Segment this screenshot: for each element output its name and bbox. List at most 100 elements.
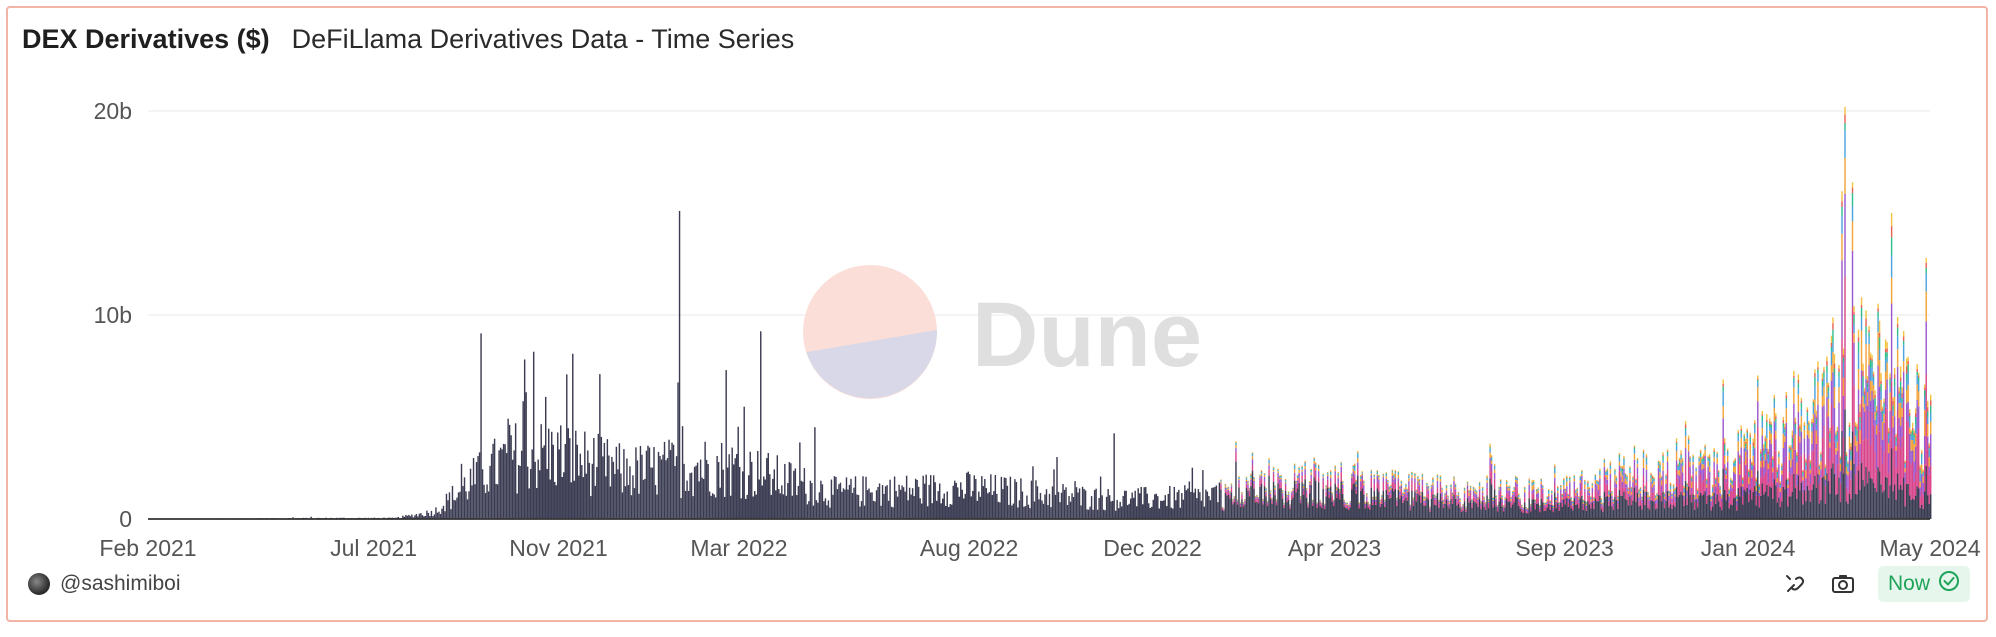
bar-segment bbox=[1509, 491, 1510, 496]
bar-segment bbox=[1852, 221, 1853, 251]
bar-segment bbox=[1880, 384, 1881, 391]
bar bbox=[551, 432, 552, 519]
bar-segment bbox=[1829, 439, 1830, 443]
bar-segment bbox=[1744, 461, 1745, 490]
bar-segment bbox=[1410, 506, 1411, 508]
bar-segment bbox=[1330, 487, 1331, 519]
bar-segment bbox=[1622, 496, 1623, 519]
bar-segment bbox=[1500, 487, 1501, 491]
bar-segment bbox=[1423, 503, 1424, 506]
bar bbox=[883, 494, 884, 519]
bar-segment bbox=[1753, 442, 1754, 446]
bar-segment bbox=[1608, 491, 1609, 492]
bar-segment bbox=[1646, 458, 1647, 460]
bar bbox=[537, 460, 538, 519]
bar-segment bbox=[1689, 474, 1690, 495]
bar-segment bbox=[1907, 402, 1908, 422]
bar-segment bbox=[1452, 494, 1453, 496]
bar-segment bbox=[1814, 476, 1815, 519]
bar-segment bbox=[1331, 497, 1332, 502]
bar-segment bbox=[1264, 475, 1265, 477]
bar bbox=[676, 456, 677, 519]
bar-segment bbox=[1634, 454, 1635, 460]
bar-segment bbox=[1246, 481, 1247, 485]
bar-segment bbox=[1819, 503, 1820, 519]
bar-segment bbox=[1783, 468, 1784, 487]
bar bbox=[799, 442, 800, 519]
bar bbox=[1165, 495, 1166, 519]
bar bbox=[485, 493, 486, 519]
bar-segment bbox=[1342, 483, 1343, 485]
bar-segment bbox=[1907, 422, 1908, 484]
bar-segment bbox=[1365, 506, 1366, 508]
bar-segment bbox=[1662, 478, 1663, 491]
bar-segment bbox=[1304, 466, 1305, 469]
bar-segment bbox=[1867, 406, 1868, 439]
bar-segment bbox=[1280, 475, 1281, 476]
bar-segment bbox=[1849, 425, 1850, 427]
bar-segment bbox=[1907, 365, 1908, 372]
bar-segment bbox=[1453, 477, 1454, 478]
bar-segment bbox=[1640, 488, 1641, 489]
bar-segment bbox=[1334, 468, 1335, 469]
bar-segment bbox=[1347, 504, 1348, 505]
bar-segment bbox=[1474, 493, 1475, 497]
bar-segment bbox=[1547, 497, 1548, 498]
bar-segment bbox=[1395, 471, 1396, 472]
bar-segment bbox=[1507, 486, 1508, 487]
bar-segment bbox=[1921, 452, 1922, 453]
bar-segment bbox=[1404, 497, 1405, 500]
bar-segment bbox=[1904, 472, 1905, 482]
bar bbox=[665, 460, 666, 519]
bar-segment bbox=[1479, 492, 1480, 498]
bar-segment bbox=[1334, 468, 1335, 471]
bar-segment bbox=[1844, 130, 1845, 158]
camera-icon[interactable] bbox=[1830, 571, 1856, 597]
bar-segment bbox=[1777, 468, 1778, 470]
bar-segment bbox=[1503, 512, 1504, 519]
bar-segment bbox=[1298, 478, 1299, 483]
bar-segment bbox=[1883, 414, 1884, 423]
bar-segment bbox=[1634, 487, 1635, 519]
bar-segment bbox=[1444, 500, 1445, 504]
bar-segment bbox=[1652, 484, 1653, 488]
bar-segment bbox=[1768, 449, 1769, 451]
bar-segment bbox=[1516, 487, 1517, 497]
bar-segment bbox=[1563, 485, 1564, 489]
bar-segment bbox=[1643, 454, 1644, 458]
bar-segment bbox=[1554, 464, 1555, 465]
bar-segment bbox=[1225, 486, 1226, 488]
bar-segment bbox=[1498, 488, 1499, 489]
bar-segment bbox=[1574, 479, 1575, 482]
bar-segment bbox=[1864, 388, 1865, 391]
bar-segment bbox=[1395, 472, 1396, 473]
embed-icon[interactable] bbox=[1782, 571, 1808, 597]
bar-segment bbox=[1790, 447, 1791, 449]
bar-segment bbox=[1793, 371, 1794, 376]
bar-segment bbox=[1805, 463, 1806, 466]
bar-segment bbox=[1434, 496, 1435, 497]
author-link[interactable]: @sashimiboi bbox=[28, 572, 181, 596]
bar-segment bbox=[1598, 485, 1599, 490]
bar-segment bbox=[1446, 486, 1447, 487]
bar-segment bbox=[1820, 452, 1821, 454]
bar-segment bbox=[1835, 477, 1836, 495]
bar bbox=[1008, 505, 1009, 519]
bar-segment bbox=[1763, 467, 1764, 476]
bar-segment bbox=[1731, 481, 1732, 483]
bar-segment bbox=[1413, 506, 1414, 519]
bar-segment bbox=[1859, 423, 1860, 430]
status-badge[interactable]: Now bbox=[1878, 566, 1970, 602]
bar bbox=[1110, 501, 1111, 519]
bar-segment bbox=[1783, 434, 1784, 448]
bar-segment bbox=[1425, 503, 1426, 506]
bar-segment bbox=[1360, 476, 1361, 477]
bar-segment bbox=[1709, 485, 1710, 495]
bar-segment bbox=[1426, 498, 1427, 519]
bar-segment bbox=[1677, 466, 1678, 467]
bar-segment bbox=[1342, 488, 1343, 494]
bar-segment bbox=[1691, 476, 1692, 477]
bar-segment bbox=[1613, 500, 1614, 501]
bar-segment bbox=[1341, 463, 1342, 464]
bar-segment bbox=[1611, 492, 1612, 493]
